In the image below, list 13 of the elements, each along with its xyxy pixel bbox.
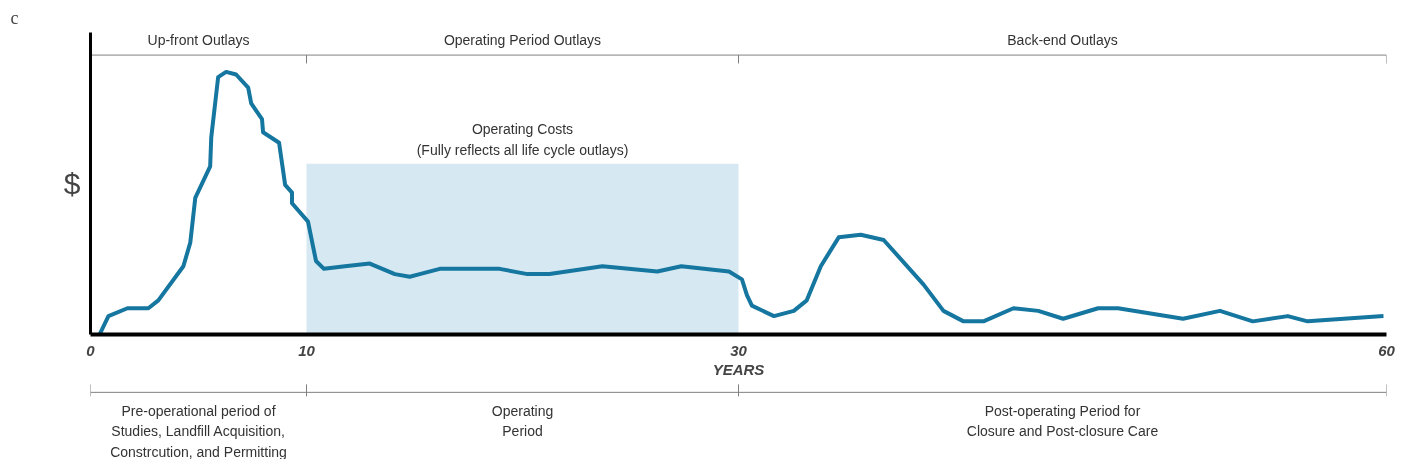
y-axis-title: $ bbox=[63, 167, 81, 200]
x-tick-label: 60 bbox=[1378, 341, 1396, 359]
x-tick-label: 0 bbox=[86, 341, 96, 359]
text: Post-operating Period for Closure and Post-closure Care bbox=[966, 402, 1159, 440]
text: Back-end Outlays bbox=[1007, 32, 1118, 49]
chart-title: c bbox=[10, 7, 19, 28]
x-axis-title: YEARS bbox=[712, 360, 765, 378]
x-tick-label: 10 bbox=[298, 341, 316, 359]
text: Operating Period bbox=[491, 402, 554, 440]
text: Up-front Outlays bbox=[147, 32, 250, 49]
x-tick-label: 30 bbox=[730, 341, 748, 359]
text: Operating Period Outlays bbox=[443, 32, 602, 49]
annotation: Operating Costs (Fully reflects all life cycle outlays) bbox=[416, 121, 629, 158]
